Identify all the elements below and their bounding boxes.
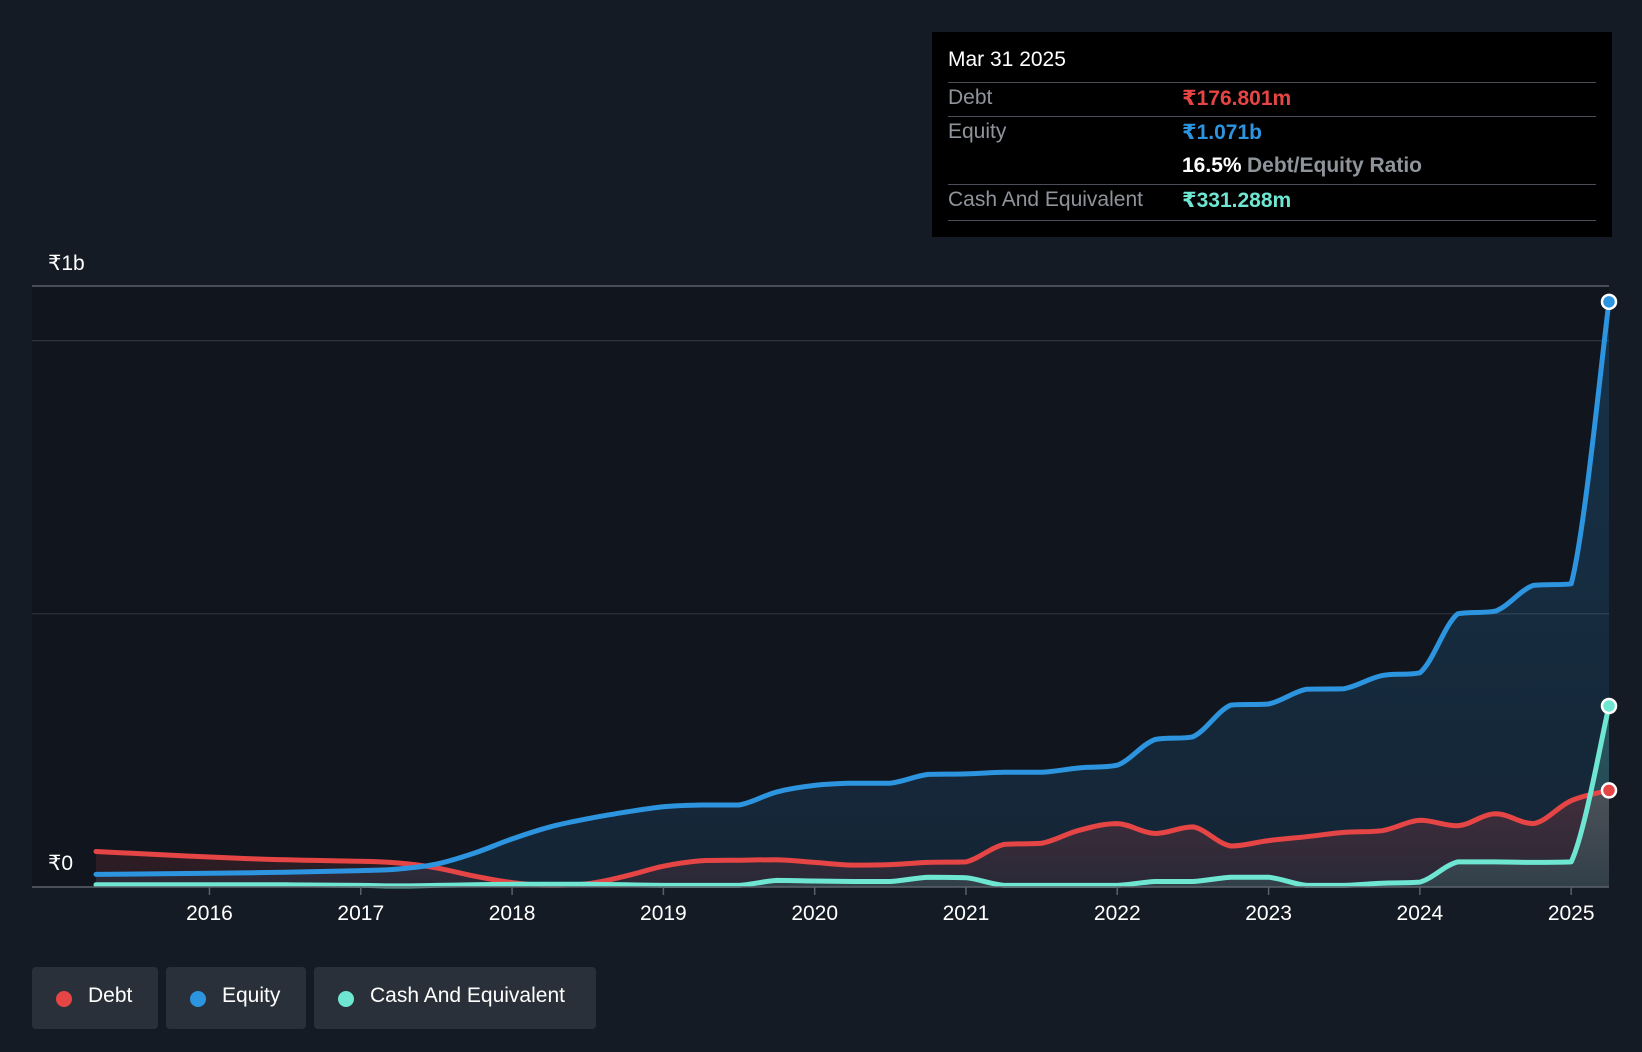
- x-tick-label: 2016: [186, 902, 233, 925]
- cash-dot-icon: [338, 991, 354, 1007]
- equity-dot-icon: [190, 991, 206, 1007]
- cash-line[interactable]: [93, 703, 1612, 889]
- tooltip-debt-label: Debt: [948, 86, 993, 109]
- tooltip-ratio-row: 16.5% Debt/Equity Ratio: [948, 150, 1596, 184]
- legend-equity[interactable]: Equity: [166, 967, 306, 1029]
- tooltip-ratio-label: Debt/Equity Ratio: [1247, 154, 1423, 177]
- tooltip-date: Mar 31 2025: [948, 48, 1066, 71]
- tooltip-equity-label: Equity: [948, 120, 1007, 143]
- tooltip-cash-label: Cash And Equivalent: [948, 188, 1143, 211]
- x-tick-label: 2025: [1548, 902, 1595, 925]
- legend-cash-label: Cash And Equivalent: [370, 984, 565, 1007]
- equity-line[interactable]: [93, 299, 1612, 877]
- x-tick-label: 2020: [791, 902, 838, 925]
- tooltip-equity-value: ₹1.071b: [1182, 121, 1262, 144]
- y-label-top: ₹1b: [48, 252, 85, 275]
- series-areas: [96, 301, 1609, 887]
- end-markers: [1600, 293, 1618, 799]
- legend-cash[interactable]: Cash And Equivalent: [314, 967, 596, 1029]
- tooltip-divider: [948, 220, 1596, 221]
- x-tick-label: 2017: [337, 902, 384, 925]
- debt-area: [96, 790, 1609, 887]
- x-axis: 2016 2017 2018 2019 2020 2021 2022 2023 2024 2025: [32, 886, 1609, 925]
- tooltip-divider: [948, 116, 1596, 117]
- x-tick-label: 2023: [1245, 902, 1292, 925]
- series-lines: [93, 299, 1612, 889]
- tooltip-divider: [948, 184, 1596, 185]
- tooltip-debt-value: ₹176.801m: [1182, 87, 1292, 110]
- x-tick-label: 2022: [1094, 902, 1141, 925]
- x-tick-label: 2018: [489, 902, 536, 925]
- equity-point[interactable]: [1600, 293, 1618, 311]
- tooltip-divider: [948, 82, 1596, 83]
- tooltip-debt-row: Debt ₹176.801m: [948, 82, 1596, 116]
- tooltip-equity-row: Equity ₹1.071b: [948, 116, 1596, 150]
- x-tick-label: 2019: [640, 902, 687, 925]
- debt-line[interactable]: [93, 787, 1612, 888]
- legend-debt-label: Debt: [88, 984, 133, 1007]
- cash-point[interactable]: [1600, 697, 1618, 715]
- tooltip-cash-value: ₹331.288m: [1182, 189, 1292, 212]
- tooltip: Mar 31 2025 Debt ₹176.801m Equity ₹1.071…: [932, 32, 1612, 237]
- legend-equity-label: Equity: [222, 984, 281, 1007]
- x-tick-label: 2024: [1397, 902, 1444, 925]
- equity-area: [96, 301, 1609, 887]
- debt-point[interactable]: [1600, 782, 1618, 799]
- y-label-zero: ₹0: [48, 852, 73, 875]
- legend-debt[interactable]: Debt: [32, 967, 158, 1029]
- x-tick-label: 2021: [943, 902, 990, 925]
- debt-dot-icon: [56, 991, 72, 1007]
- tooltip-ratio-value: 16.5%: [1182, 154, 1242, 177]
- tooltip-cash-row: Cash And Equivalent ₹331.288m: [948, 184, 1596, 218]
- cash-area: [96, 706, 1609, 887]
